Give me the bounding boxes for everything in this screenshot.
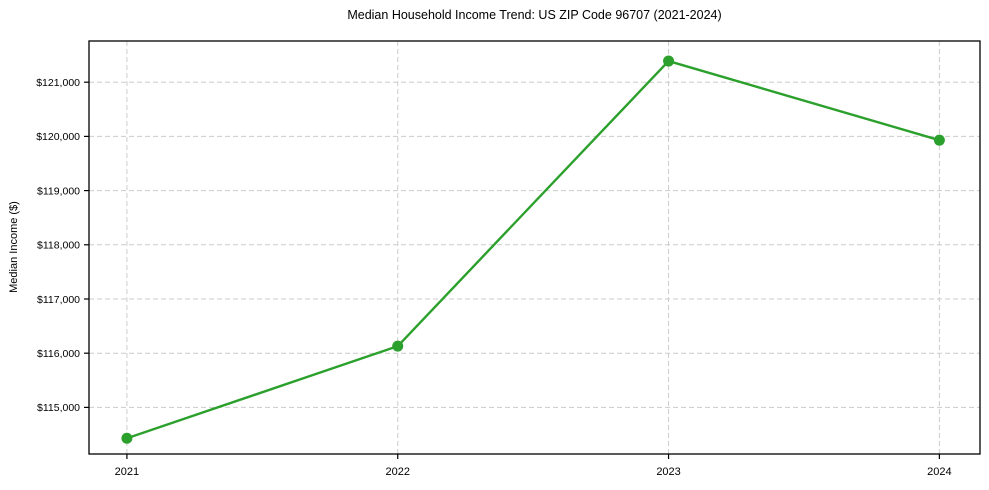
trend-line [125, 59, 941, 440]
x-tick-label: 2022 [385, 466, 409, 478]
y-tick-label: $117,000 [37, 294, 80, 306]
y-tick-label: $118,000 [37, 240, 80, 252]
plot-border [88, 40, 981, 455]
x-tick-label: 2021 [115, 466, 139, 478]
data-point-2021 [121, 432, 133, 444]
x-tick-label: 2024 [927, 466, 951, 478]
x-tick-label: 2023 [656, 466, 680, 478]
data-point-2022 [392, 340, 404, 352]
chart-title: Median Household Income Trend: US ZIP Co… [347, 8, 722, 22]
y-tick-label: $119,000 [37, 185, 80, 197]
data-point-2024 [933, 134, 945, 146]
y-tick-label: $121,000 [36, 77, 80, 89]
y-tick-label: $116,000 [37, 348, 80, 360]
y-tick-label: $120,000 [36, 131, 80, 143]
y-tick-label: $115,000 [37, 402, 80, 414]
data-point-2023 [663, 55, 675, 67]
